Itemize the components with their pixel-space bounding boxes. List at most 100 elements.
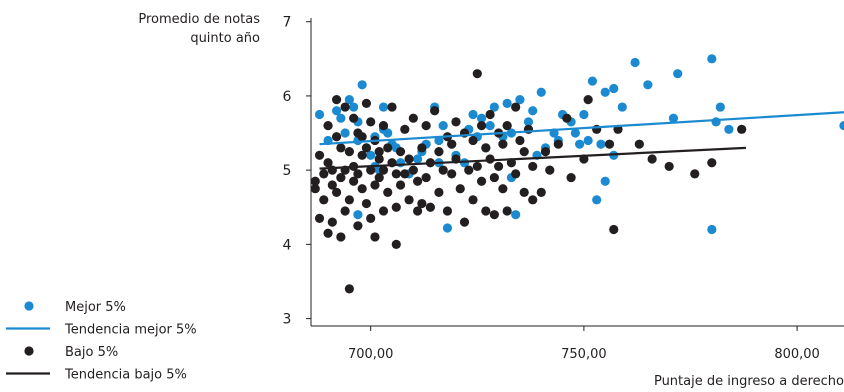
- data-point-bajo: [459, 217, 470, 227]
- data-point-bajo: [417, 143, 427, 153]
- data-point-bajo: [395, 146, 406, 157]
- data-point-bajo: [511, 102, 521, 112]
- data-point-bajo: [404, 154, 414, 164]
- data-point-bajo: [442, 206, 453, 216]
- y-axis: 3 4 5 6 7: [283, 15, 312, 328]
- data-point-bajo: [310, 176, 320, 186]
- data-point-bajo: [331, 95, 342, 105]
- data-point-mejor: [592, 195, 602, 205]
- data-point-bajo: [323, 158, 333, 168]
- data-point-bajo: [609, 224, 619, 235]
- y-tick-label: 4: [283, 237, 292, 253]
- data-point-bajo: [476, 176, 487, 186]
- data-point-bajo: [690, 169, 700, 179]
- data-point-bajo: [344, 146, 354, 157]
- data-point-bajo: [494, 161, 504, 172]
- data-point-mejor: [579, 109, 589, 120]
- data-point-mejor: [583, 135, 593, 146]
- data-point-mejor: [476, 113, 487, 123]
- data-point-bajo: [327, 217, 337, 227]
- y-tick-label: 3: [283, 312, 292, 328]
- data-point-bajo: [417, 198, 427, 209]
- data-point-mejor: [707, 54, 717, 64]
- x-axis: 700,00 750,00 800,00: [311, 325, 844, 362]
- data-point-bajo: [331, 132, 342, 142]
- data-point-bajo: [566, 172, 576, 183]
- trend-line-mejor: [319, 111, 844, 146]
- data-point-bajo: [408, 165, 418, 175]
- data-point-bajo: [383, 143, 393, 153]
- data-point-bajo: [421, 121, 431, 131]
- trend-lines: [319, 111, 844, 170]
- data-point-mejor: [438, 121, 448, 131]
- data-point-bajo: [583, 95, 593, 105]
- legend-label: Tendencia mejor 5%: [64, 323, 197, 338]
- data-point-bajo: [545, 165, 555, 175]
- data-point-bajo: [519, 187, 529, 198]
- data-point-mejor: [468, 109, 478, 120]
- legend-label: Mejor 5%: [65, 300, 126, 315]
- data-point-bajo: [515, 135, 525, 146]
- data-point-mejor: [528, 106, 538, 116]
- data-point-bajo: [336, 232, 346, 242]
- data-point-mejor: [502, 98, 512, 108]
- y-tick-label: 7: [283, 15, 292, 31]
- data-point-mejor: [596, 139, 606, 149]
- data-point-bajo: [331, 187, 342, 198]
- data-point-bajo: [357, 150, 367, 160]
- data-point-mejor: [724, 124, 734, 134]
- data-point-bajo: [378, 165, 389, 175]
- y-axis-title-line: Promedio de notas: [138, 12, 260, 27]
- data-point-bajo: [485, 109, 495, 120]
- data-point-bajo: [400, 169, 410, 179]
- data-point-mejor: [523, 117, 534, 127]
- data-point-mejor: [711, 117, 721, 127]
- data-point-bajo: [519, 146, 529, 157]
- data-point-mejor: [609, 83, 619, 94]
- data-point-bajo: [349, 176, 359, 186]
- data-point-mejor: [353, 210, 363, 220]
- data-point-bajo: [707, 158, 717, 168]
- data-point-mejor: [536, 87, 546, 97]
- data-point-mejor: [511, 210, 521, 220]
- data-point-bajo: [319, 195, 329, 205]
- data-point-bajo: [314, 213, 325, 223]
- data-point-bajo: [323, 228, 333, 238]
- data-point-bajo: [430, 106, 440, 116]
- data-point-mejor: [314, 109, 325, 120]
- data-point-bajo: [374, 172, 384, 183]
- data-point-bajo: [528, 161, 538, 172]
- data-point-bajo: [361, 143, 372, 153]
- data-point-bajo: [511, 169, 521, 179]
- data-point-bajo: [476, 121, 487, 131]
- data-point-bajo: [553, 139, 563, 149]
- data-point-bajo: [353, 221, 363, 231]
- data-point-bajo: [400, 124, 410, 134]
- data-point-bajo: [344, 284, 354, 294]
- data-point-mejor: [336, 113, 346, 123]
- data-point-mejor: [434, 135, 444, 146]
- data-point-bajo: [408, 113, 418, 123]
- data-point-bajo: [472, 161, 482, 172]
- data-point-bajo: [485, 154, 495, 164]
- x-axis-title: Puntaje de ingreso a derecho: [654, 374, 844, 388]
- data-point-bajo: [447, 169, 457, 179]
- data-point-bajo: [370, 180, 380, 190]
- data-point-mejor: [617, 102, 627, 112]
- data-point-bajo: [413, 206, 423, 216]
- data-point-bajo: [536, 187, 546, 198]
- data-point-bajo: [664, 161, 674, 172]
- data-point-bajo: [455, 184, 465, 194]
- data-point-bajo: [434, 146, 444, 157]
- data-point-bajo: [464, 165, 474, 175]
- data-point-mejor: [570, 128, 580, 138]
- data-point-mejor: [442, 223, 453, 233]
- data-point-mejor: [600, 176, 610, 186]
- data-point-bajo: [310, 184, 320, 194]
- x-tick-label: 800,00: [774, 347, 820, 362]
- data-point-bajo: [502, 121, 512, 131]
- data-point-bajo: [498, 139, 508, 149]
- data-point-bajo: [468, 135, 478, 146]
